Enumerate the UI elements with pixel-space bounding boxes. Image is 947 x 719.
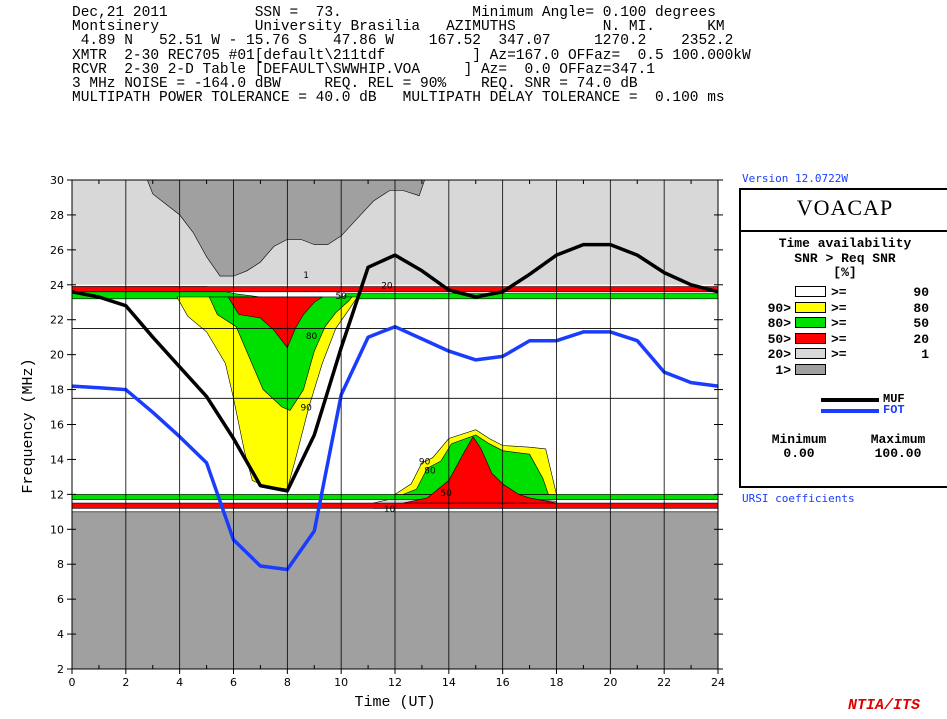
header-line: 3 MHz NOISE = -164.0 dBW REQ. REL = 90% … [72,75,638,92]
x-tick-label: 12 [388,676,402,689]
availability-region [227,296,324,349]
contour-label: 20 [381,281,393,291]
x-tick-label: 22 [657,676,671,689]
legend-band-upper: 50 [913,316,929,331]
y-tick-label: 16 [50,419,64,432]
contour-label: 90 [419,458,431,468]
legend-band-lower: 20> [767,347,791,362]
prediction-header: Dec,21 2011 SSN = 73. Minimum Angle= 0.1… [72,5,751,107]
legend-band-swatch [795,286,826,297]
legend-divider [741,230,947,232]
fot-legend-line [821,409,879,413]
contour-label: 90 [300,404,312,414]
x-tick-label: 18 [550,676,564,689]
maximum-label: Maximum [870,432,926,447]
x-tick-label: 8 [284,676,291,689]
muf-legend-label: MUF [883,392,905,406]
legend-band-operator: >= [831,331,847,347]
legend-band-lower: 80> [767,316,791,331]
legend-band-lower: 50> [767,331,791,347]
legend-band-upper: 20 [913,331,929,347]
muf-legend-line [821,398,879,402]
contour-label: 10 [384,505,396,515]
x-tick-label: 4 [176,676,183,689]
legend-subheading: SNR > Req SNR [794,251,896,266]
legend-panel: VOACAP Time availability SNR > Req SNR [… [739,188,947,488]
legend-band-lower: 90> [767,300,791,316]
y-tick-label: 6 [57,593,64,606]
x-tick-label: 0 [69,676,76,689]
y-tick-label: 18 [50,384,64,397]
legend-band-operator: >= [831,316,847,331]
header-line: Dec,21 2011 SSN = 73. Minimum Angle= 0.1… [72,5,716,21]
y-tick-label: 20 [50,349,64,362]
legend-band-swatch [795,317,826,328]
version-label: Version 12.0722W [742,172,848,185]
fot-legend-label: FOT [883,403,905,417]
header-line: Montsinery University Brasilia AZIMUTHS … [72,19,725,36]
header-line: XMTR 2-30 REC705 #01[default\211tdf ] Az… [72,47,751,64]
y-tick-label: 24 [50,279,64,292]
y-tick-label: 14 [50,453,64,466]
x-tick-label: 6 [230,676,237,689]
y-axis-title: Frequency (MHz) [20,358,37,493]
header-line: 4.89 N 52.51 W - 15.76 S 47.86 W 167.52 … [72,33,734,50]
legend-heading: Time availability [778,236,912,251]
legend-band-upper: 90 [913,285,929,300]
chart-axes: 0 2 4 6 8 10 12 14 16 18 20 22 242468101214161820222… [50,174,725,689]
legend-band-upper: 80 [913,300,929,316]
minimum-label: Minimum [771,432,827,447]
y-tick-label: 2 [57,663,64,676]
contour-label: 1 [303,271,309,281]
x-tick-label: 24 [711,676,725,689]
x-tick-label: 2 [122,676,129,689]
ursi-coefficients-label: URSI coefficients [742,492,855,505]
ntia-its-label: NTIA/ITS [848,697,921,714]
y-tick-label: 28 [50,209,64,222]
availability-region [208,296,353,411]
legend-band-upper: 1 [921,347,929,362]
minimum-value: 0.00 [783,446,815,461]
contour-label: 80 [306,332,318,342]
x-tick-label: 20 [603,676,617,689]
x-axis-title: Time (UT) [354,694,435,711]
header-line: MULTIPATH POWER TOLERANCE = 40.0 dB MULT… [72,90,725,107]
y-tick-label: 12 [50,488,64,501]
legend-band-swatch [795,332,826,344]
legend-title: VOACAP [796,195,894,220]
legend-band-swatch [795,363,826,375]
y-tick-label: 4 [57,628,64,641]
legend-band-lower: 1> [775,362,791,378]
y-tick-label: 26 [50,244,64,257]
y-tick-label: 22 [50,314,64,327]
x-tick-label: 10 [334,676,348,689]
y-tick-label: 10 [50,523,64,536]
x-tick-label: 16 [496,676,510,689]
legend-band-operator: >= [831,300,847,316]
contour-label: 50 [440,489,452,499]
y-tick-label: 30 [50,174,64,187]
contour-label: 80 [424,466,436,476]
legend-band-operator: >= [831,285,847,300]
legend-units: [%] [833,265,857,280]
header-line: RCVR 2-30 2-D Table [DEFAULT\SWWHIP.VOA … [72,61,655,78]
legend-band-swatch [795,348,826,359]
legend-band-operator: >= [831,347,847,362]
legend-band-swatch [795,301,826,313]
maximum-value: 100.00 [874,446,922,461]
availability-region [403,436,557,504]
y-tick-label: 8 [57,558,64,571]
x-tick-label: 14 [442,676,456,689]
